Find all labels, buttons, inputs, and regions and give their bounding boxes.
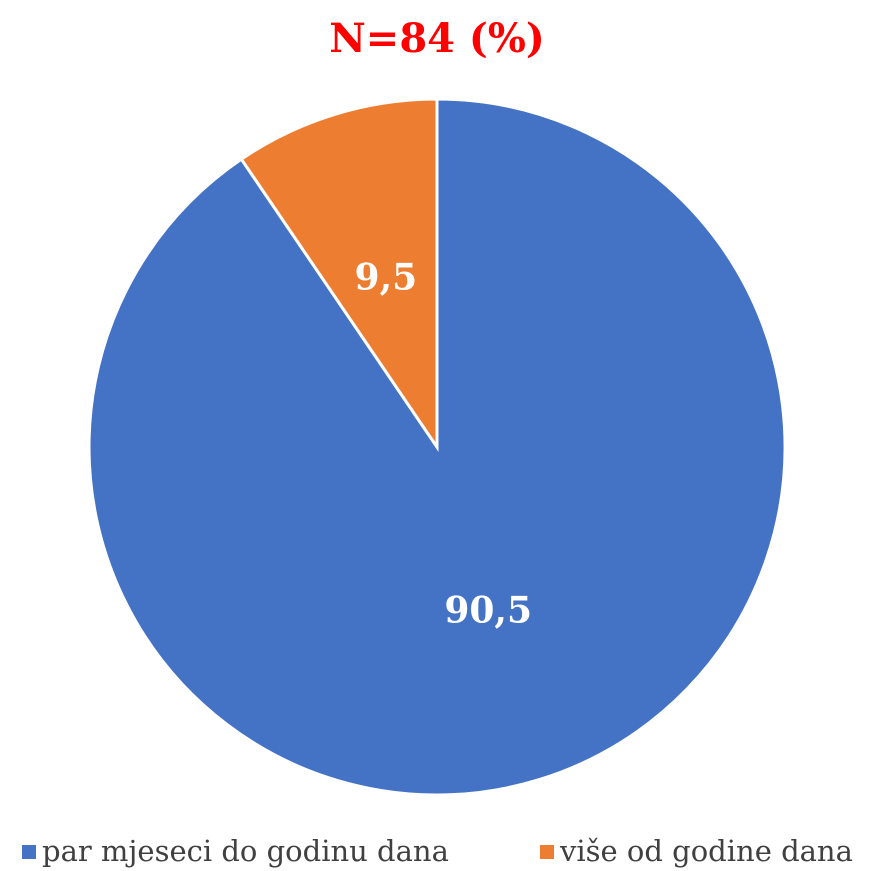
legend-label: više od godine dana — [559, 834, 853, 868]
data-label: 9,5 — [355, 257, 418, 299]
legend-swatch — [540, 845, 554, 859]
chart-title: N=84 (%) — [329, 15, 545, 62]
pie-slice — [239, 97, 439, 452]
legend-label: par mjeseci do godinu dana — [42, 834, 449, 868]
legend-swatch — [22, 845, 36, 859]
data-label: 90,5 — [444, 589, 532, 631]
